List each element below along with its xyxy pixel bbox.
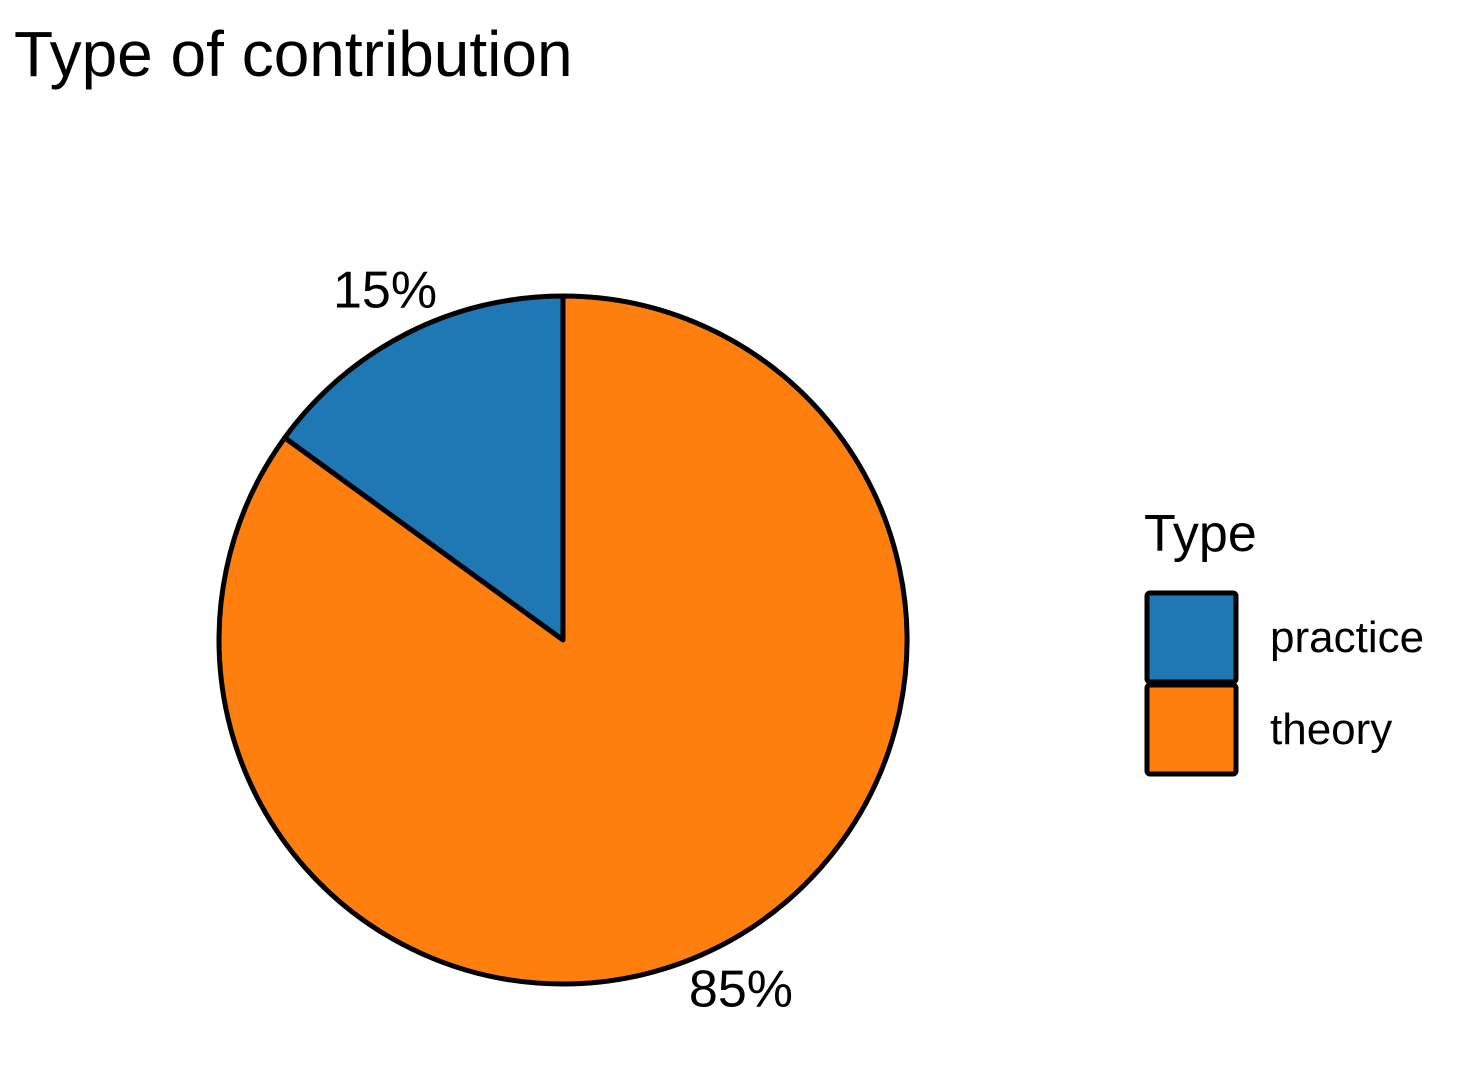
pie-label-theory: 85%: [689, 960, 793, 1018]
pie-slice-theory: [216, 293, 910, 987]
legend-title: Type: [1144, 505, 1257, 563]
pie-slice-practice: [282, 293, 566, 643]
pie-percent-labels: 15% 85%: [333, 262, 793, 1019]
legend-label-theory: theory: [1270, 705, 1392, 754]
legend-key-theory: [1144, 682, 1239, 777]
pie-label-practice: 15%: [333, 262, 437, 320]
pie-slices: [216, 293, 910, 987]
legend-label-practice: practice: [1270, 613, 1424, 662]
chart-title: Type of contribution: [14, 18, 573, 90]
legend-key-practice: [1144, 590, 1239, 685]
legend: Type practice theory: [1144, 505, 1424, 777]
